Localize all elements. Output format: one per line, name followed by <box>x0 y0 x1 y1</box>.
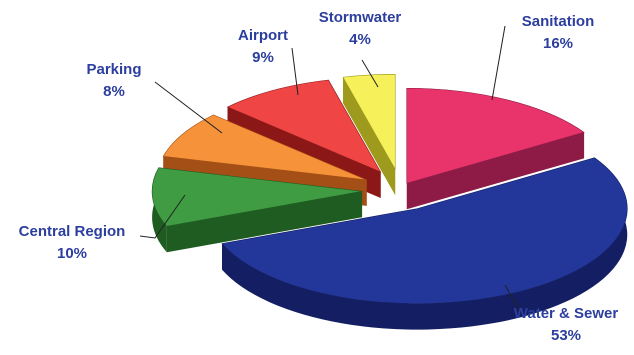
slice-wall-5-0 <box>343 77 396 196</box>
slice-label-1: Water & Sewer <box>514 305 619 322</box>
slice-stormwater <box>342 73 396 171</box>
slice-value-label-1: 53% <box>551 327 581 344</box>
leader-line-5 <box>361 59 379 88</box>
leader-line-4 <box>291 47 299 96</box>
slice-value-label-2: 10% <box>57 245 87 262</box>
slice-value-label-5: 4% <box>349 31 371 48</box>
slice-label-2: Central Region <box>19 223 126 240</box>
slice-label-5: Stormwater <box>319 9 402 26</box>
slice-label-0: Sanitation <box>522 13 595 30</box>
slice-label-3: Parking <box>86 61 141 78</box>
slice-labels: Sanitation 16% Water & Sewer 53% Central Reg… <box>19 9 619 344</box>
slice-tops <box>151 73 628 304</box>
slice-value-label-3: 8% <box>103 83 125 100</box>
slice-label-4: Airport <box>238 27 288 44</box>
leader-line-3 <box>154 81 223 134</box>
slice-airport <box>226 79 382 173</box>
slice-value-label-0: 16% <box>543 35 573 52</box>
leader-line-0 <box>491 25 506 101</box>
slice-wall-0-1 <box>406 132 585 210</box>
slice-sanitation <box>406 87 585 184</box>
leader-line-2 <box>139 194 186 239</box>
slice-water-sewer <box>221 157 628 304</box>
slice-parking <box>162 114 367 181</box>
slice-value-label-4: 9% <box>252 49 274 66</box>
leader-line-1 <box>504 284 521 313</box>
leader-lines <box>139 25 521 313</box>
